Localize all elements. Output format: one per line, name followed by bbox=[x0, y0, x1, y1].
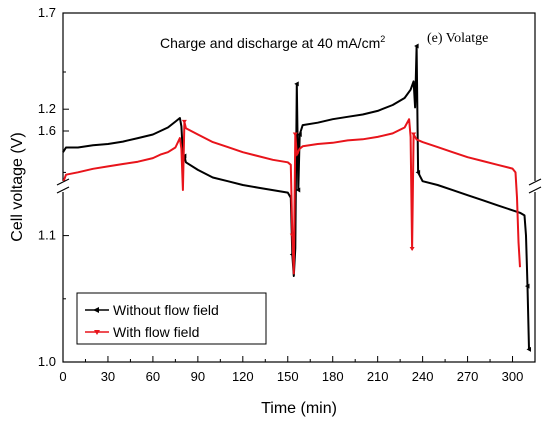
x-axis-title: Time (min) bbox=[261, 400, 337, 417]
legend-box bbox=[76, 292, 267, 345]
x-tick-label-270: 270 bbox=[457, 369, 479, 384]
x-tick-label-240: 240 bbox=[412, 369, 434, 384]
series-marker-1 bbox=[409, 247, 415, 251]
series-marker-0 bbox=[525, 283, 530, 289]
axis-break-slash-left bbox=[56, 178, 70, 186]
chart-annotation: Charge and discharge at 40 mA/cm2 bbox=[160, 34, 385, 51]
axis-break-gap-left bbox=[57, 181, 69, 192]
y-tick-label-1.0: 1.0 bbox=[38, 354, 56, 369]
series-marker-1 bbox=[289, 233, 295, 238]
series-marker-1 bbox=[411, 132, 417, 137]
legend-label-with-flow-field: With flow field bbox=[113, 324, 199, 340]
x-tick-label-210: 210 bbox=[367, 369, 389, 384]
axis-ticks bbox=[62, 12, 514, 363]
series-marker-0 bbox=[526, 346, 532, 352]
series-layer bbox=[62, 43, 532, 352]
legend: Without flow field With flow field bbox=[76, 292, 267, 345]
series-marker-1 bbox=[294, 152, 300, 157]
axis-break-slash-left bbox=[56, 186, 70, 194]
y-axis-title: Cell voltage (V) bbox=[9, 132, 26, 241]
y-tick-label-1.6: 1.6 bbox=[38, 123, 56, 138]
x-tick-label-30: 30 bbox=[101, 369, 115, 384]
annotation-main: Charge and discharge at 40 mA/cm bbox=[160, 35, 380, 51]
axis-break-slash-right bbox=[528, 186, 542, 194]
y-tick-label-1.1: 1.1 bbox=[38, 228, 56, 243]
series-marker-0 bbox=[294, 81, 299, 87]
x-tick-label-180: 180 bbox=[322, 369, 344, 384]
annotation-tag: (e) Volatge bbox=[427, 31, 488, 46]
x-tick-label-60: 60 bbox=[146, 369, 160, 384]
annotation-superscript: 2 bbox=[380, 34, 385, 44]
x-tick-label-150: 150 bbox=[277, 369, 299, 384]
series-marker-0 bbox=[295, 187, 301, 193]
series-marker-0 bbox=[414, 43, 419, 49]
x-tick-label-90: 90 bbox=[191, 369, 205, 384]
x-tick-label-0: 0 bbox=[59, 369, 66, 384]
tick-labels: 0 30 60 90 120 150 180 210 240 270 300 1.6 1.7 1.0 1.1… bbox=[38, 5, 523, 384]
x-tick-label-120: 120 bbox=[232, 369, 254, 384]
series-marker-0 bbox=[415, 169, 421, 175]
legend-label-without-flow-field: Without flow field bbox=[113, 302, 219, 318]
legend-marker-with-flow-field bbox=[94, 330, 100, 335]
axis-break-slash-right bbox=[528, 178, 542, 186]
series-marker-1 bbox=[181, 119, 187, 124]
y-tick-label-1.7: 1.7 bbox=[38, 5, 56, 20]
legend-marker-without-flow-field bbox=[93, 307, 99, 313]
axis-break-gap-right bbox=[529, 181, 541, 192]
series-marker-1 bbox=[292, 132, 298, 137]
y-tick-label-1.2: 1.2 bbox=[38, 101, 56, 116]
series-marker-0 bbox=[297, 132, 302, 138]
axis-break-marks bbox=[56, 178, 542, 194]
x-tick-label-300: 300 bbox=[502, 369, 524, 384]
